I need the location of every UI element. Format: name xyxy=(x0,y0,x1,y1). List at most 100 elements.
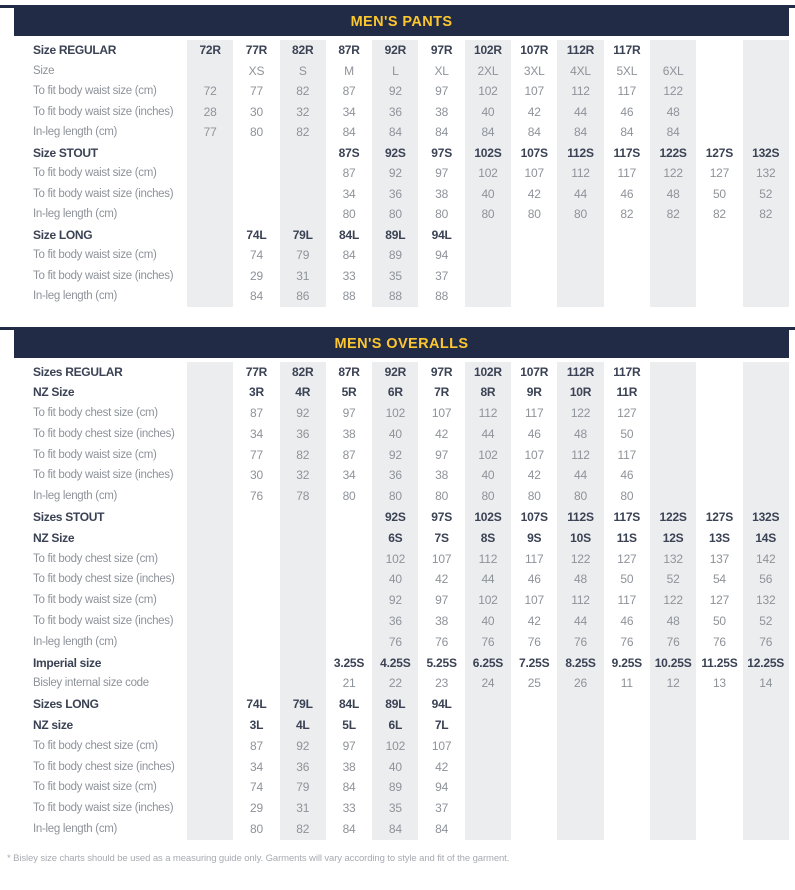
size-cell: 9R xyxy=(526,385,542,400)
row-label: In-leg length (cm) xyxy=(33,290,118,302)
size-cell: 72R xyxy=(187,40,234,61)
size-cell: 82R xyxy=(279,361,326,383)
size-cell xyxy=(649,286,697,307)
size-cell xyxy=(464,798,512,820)
size-cell: 87 xyxy=(342,166,356,180)
size-cell xyxy=(696,757,742,778)
size-cell xyxy=(604,225,650,246)
row-label: To fit body chest size (inches) xyxy=(33,760,175,773)
size-cell xyxy=(279,507,326,528)
size-cell xyxy=(742,81,789,102)
overalls-table: MEN'S OVERALLS Sizes REGULAR 77R 82R 87R 92R… xyxy=(0,326,795,840)
size-cell: 77 xyxy=(249,84,263,98)
size-cell: 80 xyxy=(527,489,541,504)
size-cell: 107 xyxy=(524,84,545,98)
size-cell: 42 xyxy=(435,759,449,774)
size-cell: 102 xyxy=(464,81,512,102)
size-cell: 46 xyxy=(620,614,634,629)
row-label: To fit body chest size (cm) xyxy=(33,407,158,420)
size-cell: 13S xyxy=(709,530,730,545)
size-cell: 132 xyxy=(649,548,697,570)
size-cell xyxy=(187,60,234,81)
size-cell xyxy=(557,756,604,778)
row-label: Size REGULAR xyxy=(33,43,117,57)
size-cell: 4XL xyxy=(557,60,604,81)
size-cell: 38 xyxy=(435,468,449,483)
size-cell xyxy=(604,757,650,778)
size-cell: 127 xyxy=(709,166,730,180)
size-cell: 84L xyxy=(339,227,360,242)
row-label: To fit body waist size (inches) xyxy=(33,269,174,282)
size-cell: 6XL xyxy=(649,60,697,81)
size-cell xyxy=(326,507,372,528)
size-cell: 44 xyxy=(464,569,512,591)
size-cell: 127 xyxy=(709,593,730,608)
size-cell xyxy=(604,777,650,798)
size-cell: 76 xyxy=(527,634,541,649)
size-cell: 88 xyxy=(372,286,419,307)
size-cell: 76 xyxy=(249,489,263,504)
size-cell: 35 xyxy=(372,798,419,820)
size-cell xyxy=(187,735,234,757)
size-cell: 84 xyxy=(372,122,419,143)
size-cell xyxy=(233,528,279,549)
size-cell: 122 xyxy=(649,81,697,102)
size-cell: 6.25S xyxy=(464,652,512,674)
size-cell: 102 xyxy=(372,403,419,424)
size-cell: 84 xyxy=(342,248,356,262)
size-cell: 122 xyxy=(649,163,697,184)
size-cell xyxy=(649,265,697,286)
row-label: Size LONG xyxy=(33,227,93,242)
size-cell xyxy=(557,715,604,736)
size-cell xyxy=(742,265,789,286)
size-cell xyxy=(279,204,326,225)
size-cell: 80 xyxy=(249,822,263,837)
size-cell: 77R xyxy=(245,364,268,379)
size-cell xyxy=(696,694,742,715)
size-cell xyxy=(696,798,742,819)
size-cell: 107 xyxy=(431,738,452,753)
size-cell xyxy=(187,265,234,286)
size-cell: 32 xyxy=(279,465,326,487)
size-cell xyxy=(233,549,279,570)
size-cell: 12.25S xyxy=(742,652,789,674)
size-cell: 34 xyxy=(249,759,263,774)
size-cell: 40 xyxy=(464,611,512,632)
size-cell: 74 xyxy=(249,780,263,795)
size-cell xyxy=(742,101,789,122)
size-cell xyxy=(696,465,742,486)
size-cell xyxy=(742,361,789,383)
size-cell: 97S xyxy=(431,145,453,160)
size-cell: 117 xyxy=(617,84,637,98)
size-cell: 5R xyxy=(341,385,357,400)
size-cell: 80 xyxy=(557,486,604,508)
size-cell: 14 xyxy=(742,673,789,695)
size-cell: 21 xyxy=(342,676,356,691)
size-cell: 112R xyxy=(557,40,604,61)
size-cell: 34 xyxy=(249,426,263,441)
size-cell: 80 xyxy=(342,207,356,221)
size-cell: 52 xyxy=(649,569,697,591)
size-cell xyxy=(187,715,234,736)
size-cell: 11 xyxy=(620,676,633,691)
size-cell: 89L xyxy=(372,224,419,245)
size-cell: 4R xyxy=(279,382,326,404)
size-cell: 112 xyxy=(557,590,604,612)
size-cell: 92S xyxy=(372,507,419,528)
size-cell: 42 xyxy=(435,426,449,441)
size-cell xyxy=(187,142,234,163)
size-cell: 84 xyxy=(342,780,356,795)
size-cell: 82 xyxy=(279,122,326,143)
row-label: To fit body waist size (inches) xyxy=(33,469,174,482)
size-cell xyxy=(511,736,557,757)
size-cell xyxy=(279,611,326,632)
size-cell: 102R xyxy=(464,40,512,61)
row-label: Imperial size xyxy=(33,655,102,670)
size-cell: 80 xyxy=(435,489,449,504)
size-cell: 107 xyxy=(524,593,545,608)
size-cell: M xyxy=(344,63,354,78)
size-cell: 92 xyxy=(279,735,326,757)
size-cell: 97 xyxy=(435,593,449,608)
row-label: Sizes REGULAR xyxy=(33,364,123,379)
size-cell xyxy=(187,183,234,204)
